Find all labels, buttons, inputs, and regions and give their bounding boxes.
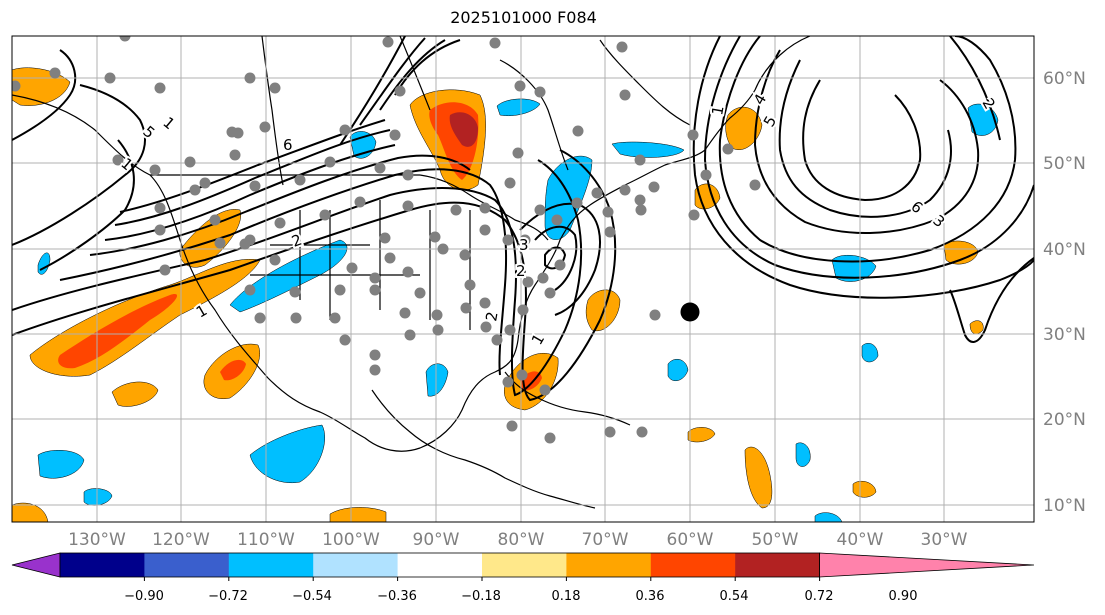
negative-anomaly-south-e bbox=[814, 512, 843, 522]
colorbar-outline bbox=[59, 552, 820, 578]
contour-lines bbox=[12, 36, 1034, 402]
lat-label: 40°N bbox=[1043, 240, 1086, 260]
longitude-labels: 130°W 120°W 110°W 100°W 90°W 80°W 70°W 6… bbox=[68, 530, 968, 550]
strong-anomaly-west-pacific bbox=[58, 294, 178, 369]
negative-anomaly-caribbean bbox=[667, 358, 689, 382]
lat-label: 20°N bbox=[1043, 410, 1086, 430]
lat-label: 30°N bbox=[1043, 325, 1086, 345]
negative-anomaly-north-atlantic-2 bbox=[861, 343, 879, 363]
colorbar-tick-label: 0.54 bbox=[720, 589, 749, 604]
positive-anomaly-tropics-1 bbox=[744, 446, 773, 509]
lon-label: 60°W bbox=[667, 530, 714, 550]
contour-label: 2 bbox=[516, 262, 526, 280]
peak-anomaly-great-lakes bbox=[449, 112, 478, 147]
lon-label: 50°W bbox=[752, 530, 799, 550]
colorbar-tick-label: −0.90 bbox=[124, 589, 164, 604]
colorbar-tick-label: 0.90 bbox=[889, 589, 918, 604]
colorbar-tick-label: −0.72 bbox=[208, 589, 248, 604]
colorbar-segment bbox=[650, 553, 736, 577]
colorbar-arrow-min bbox=[11, 552, 61, 578]
positive-anomaly-tropics-2 bbox=[687, 427, 716, 443]
contour-label: 6 bbox=[283, 136, 293, 154]
lat-label: 10°N bbox=[1043, 496, 1086, 516]
colorbar-segment bbox=[144, 553, 230, 577]
shaded-fields bbox=[12, 67, 999, 522]
colorbar-tick-label: 0.18 bbox=[552, 589, 581, 604]
negative-anomaly-plains bbox=[229, 239, 348, 313]
positive-anomaly-pacific-sw bbox=[111, 381, 159, 407]
colorbar-tick-labels: −0.90 −0.72 −0.54 −0.36 −0.18 0.18 0.36 … bbox=[124, 589, 917, 604]
lon-label: 40°W bbox=[837, 530, 884, 550]
lon-label: 30°W bbox=[921, 530, 968, 550]
negative-anomaly-pacific-far bbox=[37, 450, 85, 479]
lon-label: 70°W bbox=[582, 530, 629, 550]
latitude-labels: 60°N 50°N 40°N 30°N 20°N 10°N bbox=[1043, 69, 1086, 516]
lon-label: 110°W bbox=[237, 530, 295, 550]
contour-label: 3 bbox=[519, 236, 529, 254]
negative-anomaly-quebec bbox=[611, 141, 685, 158]
station-dots bbox=[12, 36, 761, 444]
colorbar-segment bbox=[397, 553, 483, 577]
lon-label: 90°W bbox=[413, 530, 460, 550]
map-title: 2025101000 F084 bbox=[450, 8, 597, 27]
negative-anomaly-pacific-small bbox=[83, 488, 113, 506]
colorbar-tick-label: −0.54 bbox=[292, 589, 332, 604]
lat-label: 50°N bbox=[1043, 154, 1086, 174]
colorbar-tick-label: −0.36 bbox=[377, 589, 417, 604]
lat-label: 60°N bbox=[1043, 69, 1086, 89]
positive-anomaly-south-2 bbox=[12, 502, 49, 522]
colorbar bbox=[11, 552, 1035, 581]
negative-anomaly-labrador-sea bbox=[967, 103, 999, 136]
colorbar-segment bbox=[566, 553, 652, 577]
positive-anomaly-south-1 bbox=[329, 507, 387, 522]
colorbar-tick-label: 0.36 bbox=[636, 589, 665, 604]
lon-label: 100°W bbox=[322, 530, 380, 550]
map-frame bbox=[11, 35, 1035, 523]
colorbar-segment bbox=[228, 553, 314, 577]
colorbar-segment bbox=[482, 553, 567, 577]
lon-label: 80°W bbox=[498, 530, 545, 550]
negative-anomaly-pacific-se bbox=[249, 424, 326, 484]
positive-anomaly-newfoundland bbox=[725, 106, 763, 150]
lon-label: 130°W bbox=[68, 530, 126, 550]
colorbar-arrow-max bbox=[819, 552, 1035, 578]
negative-anomaly-tropics-e bbox=[795, 442, 811, 467]
lon-label: 120°W bbox=[152, 530, 210, 550]
storm-center-marker bbox=[680, 302, 700, 322]
positive-anomaly-tropics-3 bbox=[852, 481, 877, 498]
positive-anomaly-south-3 bbox=[969, 320, 984, 335]
colorbar-segment bbox=[735, 553, 821, 577]
strong-anomaly-baja bbox=[220, 359, 246, 381]
colorbar-segment bbox=[60, 553, 145, 577]
colorbar-segment bbox=[313, 553, 399, 577]
colorbar-tick-label: −0.18 bbox=[461, 589, 501, 604]
colorbar-tick-label: 0.72 bbox=[805, 589, 834, 604]
graticule bbox=[12, 36, 1034, 522]
negative-anomaly-hudson bbox=[496, 98, 541, 116]
negative-anomaly-gulf bbox=[425, 363, 449, 397]
